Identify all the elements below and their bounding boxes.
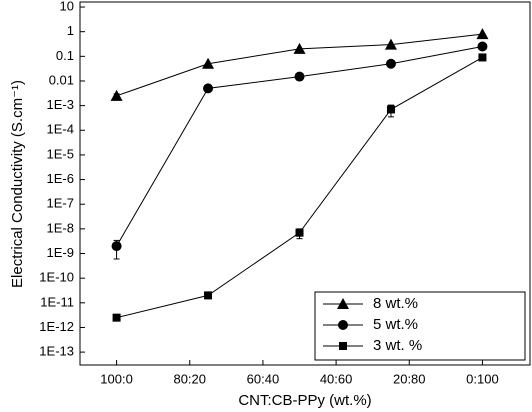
legend: 8 wt.% 5 wt.% 3 wt. % <box>314 291 526 361</box>
data-point <box>203 83 214 94</box>
y-axis-title: Electrical Conductivity (S.cm⁻¹) <box>9 80 26 288</box>
data-point <box>293 42 306 54</box>
y-tick-label: 1E-8 <box>47 220 74 235</box>
data-point <box>385 58 396 69</box>
legend-label: 8 wt.% <box>373 295 418 312</box>
y-tick-label: 0.1 <box>56 48 74 63</box>
y-tick-label: 1E-12 <box>39 319 74 334</box>
plot-frame <box>79 1 531 366</box>
data-point <box>478 53 487 62</box>
y-tick-label: 1E-13 <box>39 344 74 359</box>
y-tick-label: 1E-11 <box>40 294 74 309</box>
data-point <box>202 57 215 69</box>
y-tick-label: 1E-5 <box>47 146 74 161</box>
data-point <box>477 41 488 52</box>
legend-marker <box>337 298 349 309</box>
data-point <box>112 313 121 322</box>
legend-label: 5 wt.% <box>373 316 418 333</box>
data-point <box>386 105 395 114</box>
x-tick-label: 60:40 <box>247 371 280 386</box>
x-tick-label: 100:0 <box>100 371 133 386</box>
data-point <box>294 71 305 82</box>
y-tick-label: 1E-7 <box>47 196 74 211</box>
legend-marker <box>339 342 347 350</box>
y-tick-label: 1E-9 <box>47 245 74 260</box>
y-tick-label: 1E-6 <box>47 171 74 186</box>
x-tick-label: 20:80 <box>393 371 426 386</box>
data-point <box>295 228 304 237</box>
y-tick-label: 1 <box>67 23 74 38</box>
x-tick-label: 80:20 <box>173 371 206 386</box>
y-tick-label: 1E-3 <box>47 97 74 112</box>
series-line <box>116 57 483 319</box>
y-tick-label: 0.01 <box>49 72 74 87</box>
legend-marker <box>338 320 348 330</box>
data-point <box>476 28 489 40</box>
x-axis-title: CNT:CB-PPy (wt.%) <box>238 392 371 409</box>
data-point <box>204 291 213 300</box>
y-tick-label: 1E-4 <box>47 122 74 137</box>
y-tick-label: 1E-10 <box>39 270 74 285</box>
x-tick-label: 0:100 <box>466 371 499 386</box>
y-tick-label: 10 <box>60 0 74 13</box>
legend-label: 3 wt. % <box>373 337 422 354</box>
x-tick-label: 40:60 <box>320 371 353 386</box>
legend-box <box>314 291 526 361</box>
data-point <box>384 38 397 50</box>
data-point <box>110 89 123 101</box>
data-point <box>111 241 122 252</box>
